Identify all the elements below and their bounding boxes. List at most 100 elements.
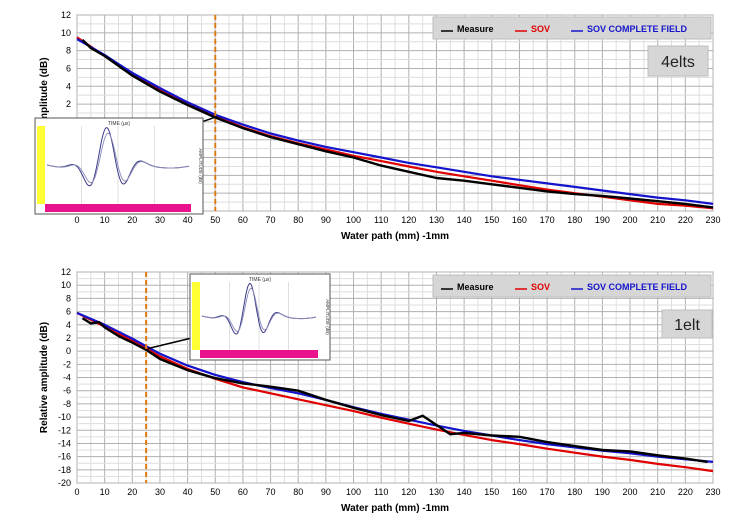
- inset-trace-b: [46, 132, 190, 184]
- x-tick-label: 130: [429, 215, 444, 225]
- x-tick-label: 120: [401, 487, 416, 497]
- inset-y-band: [192, 282, 200, 350]
- annotation-box: [647, 45, 709, 77]
- legend-label: Measure: [457, 24, 494, 34]
- y-tick-label: -10: [58, 412, 71, 422]
- inset-waveform: TIME (µs) AMPLITUDE (dB): [189, 273, 331, 361]
- y-tick-label: -2: [63, 359, 71, 369]
- series-line-measure: [81, 39, 714, 209]
- series-line-sov: [76, 311, 714, 473]
- inset-trace-b: [201, 287, 317, 332]
- x-tick-label: 160: [512, 215, 527, 225]
- x-tick-label: 210: [650, 215, 665, 225]
- legend: Measure SOV SOV COMPLETE FIELD: [432, 16, 712, 40]
- y-tick-label: -20: [58, 478, 71, 488]
- x-tick-label: 200: [623, 487, 638, 497]
- y-tick-label: 12: [61, 267, 71, 277]
- y-tick-label: 2: [66, 99, 71, 109]
- y-tick-label: 0: [66, 346, 71, 356]
- x-tick-label: 80: [293, 215, 303, 225]
- legend: Measure SOV SOV COMPLETE FIELD: [432, 274, 712, 298]
- x-tick-label: 150: [484, 487, 499, 497]
- x-tick-label: 190: [595, 215, 610, 225]
- x-tick-label: 210: [650, 487, 665, 497]
- inset-title: TIME (µs): [108, 121, 130, 127]
- y-tick-label: -16: [58, 452, 71, 462]
- legend-label: SOV COMPLETE FIELD: [587, 24, 688, 34]
- x-tick-label: 170: [540, 215, 555, 225]
- inset-x-band: [200, 350, 318, 358]
- x-tick-label: 170: [540, 487, 555, 497]
- legend-box: [432, 274, 712, 298]
- y-tick-label: -6: [63, 386, 71, 396]
- series-line-sov-complete-field: [76, 38, 714, 205]
- x-tick-label: 50: [210, 215, 220, 225]
- annotation-label: 4elts: [661, 54, 695, 71]
- inset-x-band: [45, 204, 191, 212]
- x-axis-label: Water path (mm) -1mm: [341, 503, 449, 514]
- x-tick-label: 100: [346, 215, 361, 225]
- y-tick-label: 10: [61, 280, 71, 290]
- x-tick-label: 140: [457, 487, 472, 497]
- x-tick-label: 10: [100, 215, 110, 225]
- y-tick-label: 4: [66, 81, 71, 91]
- x-tick-label: 30: [155, 487, 165, 497]
- x-tick-label: 0: [74, 487, 79, 497]
- inset-frame: [34, 117, 204, 215]
- y-axis-label: Relative amplitude (dB): [39, 322, 50, 433]
- x-tick-label: 10: [100, 487, 110, 497]
- x-tick-label: 150: [484, 215, 499, 225]
- inset-y-label: AMPLITUDE (dB): [198, 148, 203, 184]
- y-tick-label: 6: [66, 307, 71, 317]
- grid: [76, 271, 714, 484]
- x-tick-label: 230: [705, 215, 720, 225]
- x-tick-label: 80: [293, 487, 303, 497]
- legend-label: SOV: [531, 24, 550, 34]
- x-tick-label: 40: [183, 215, 193, 225]
- y-axis-label: Relative amplitude (dB): [39, 57, 50, 168]
- inset-y-band: [37, 126, 45, 204]
- y-tick-label: 2: [66, 333, 71, 343]
- x-tick-label: 220: [678, 487, 693, 497]
- legend-label: SOV: [531, 282, 550, 292]
- x-tick-label: 180: [567, 215, 582, 225]
- x-tick-label: 50: [210, 487, 220, 497]
- x-tick-label: 20: [127, 487, 137, 497]
- legend-label: SOV COMPLETE FIELD: [587, 282, 688, 292]
- x-tick-label: 140: [457, 215, 472, 225]
- x-tick-label: 30: [155, 215, 165, 225]
- x-tick-label: 0: [74, 215, 79, 225]
- x-tick-label: 120: [401, 215, 416, 225]
- inset-waveform: TIME (µs) AMPLITUDE (dB): [34, 117, 204, 215]
- x-tick-label: 200: [623, 215, 638, 225]
- chart-panel-2: 0 10 20 30 40 50 60 70 80 90 100 110 120 130 140 150 160…: [39, 267, 721, 514]
- x-tick-label: 160: [512, 487, 527, 497]
- x-tick-label: 110: [374, 215, 388, 225]
- series-line-measure: [81, 317, 708, 464]
- y-tick-label: -4: [63, 373, 71, 383]
- x-tick-label: 40: [183, 487, 193, 497]
- chart-panel-1: 0 10 20 30 40 50 60 70 80 90 100 110 120 130 140 150 160…: [34, 10, 721, 242]
- x-tick-label: 110: [374, 487, 388, 497]
- y-tick-label: -14: [58, 438, 71, 448]
- x-tick-label: 70: [266, 215, 276, 225]
- annotation-box: [661, 309, 713, 339]
- legend-box: [432, 16, 712, 40]
- y-tick-label: -8: [63, 399, 71, 409]
- inset-frame: [189, 273, 331, 361]
- x-tick-label: 130: [429, 487, 444, 497]
- inset-y-label: AMPLITUDE (dB): [325, 299, 330, 335]
- x-tick-label: 180: [567, 487, 582, 497]
- x-tick-label: 220: [678, 215, 693, 225]
- x-axis-label: Water path (mm) -1mm: [341, 231, 449, 242]
- inset-title: TIME (µs): [249, 277, 271, 283]
- x-tick-label: 100: [346, 487, 361, 497]
- y-tick-label: 4: [66, 320, 71, 330]
- x-tick-label: 90: [321, 215, 331, 225]
- x-tick-label: 90: [321, 487, 331, 497]
- x-tick-label: 60: [238, 487, 248, 497]
- x-tick-label: 190: [595, 487, 610, 497]
- legend-label: Measure: [457, 282, 494, 292]
